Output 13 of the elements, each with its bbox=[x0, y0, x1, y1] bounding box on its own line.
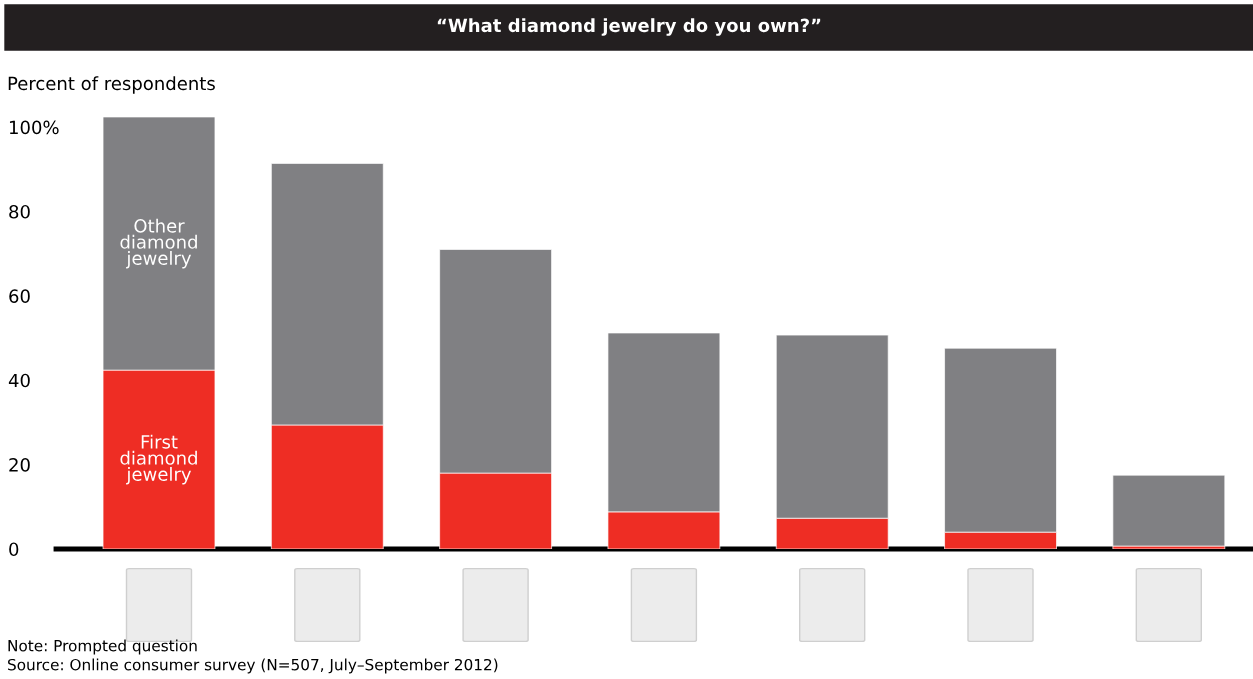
source-note: Source: Online consumer survey (N=507, July–September 2012) bbox=[8, 658, 498, 674]
y-tick-label: 20 bbox=[9, 458, 30, 472]
y-tick-label: 0 bbox=[9, 542, 19, 557]
series-label: Other diamond jewelry bbox=[120, 218, 197, 269]
y-tick-label: 40 bbox=[8, 373, 30, 388]
y-tick-label: 60 bbox=[9, 289, 30, 303]
chart-title: “What diamond jewelry do you own?” bbox=[437, 18, 821, 36]
text: Note: Prompted question bbox=[8, 639, 197, 655]
y-axis-title: Percent of respondents bbox=[8, 76, 215, 94]
y-tick-label: 80 bbox=[9, 204, 30, 219]
bar bbox=[1112, 474, 1226, 547]
y-tick-label: 100% bbox=[9, 120, 59, 135]
series-label: First diamond jewelry bbox=[120, 434, 197, 485]
